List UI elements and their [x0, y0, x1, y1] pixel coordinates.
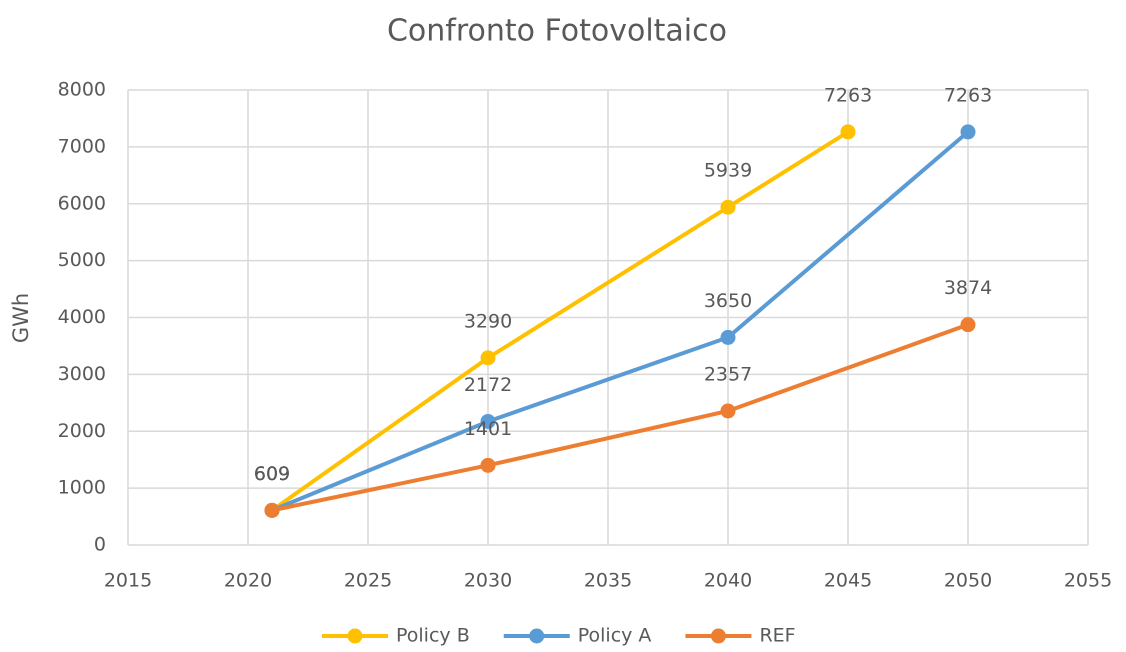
x-tick-label: 2030	[464, 570, 512, 592]
data-point	[480, 350, 496, 366]
x-tick-label: 2055	[1064, 570, 1112, 592]
data-point	[720, 329, 736, 345]
data-label: 609	[254, 463, 290, 485]
series-line	[271, 322, 969, 513]
y-tick-label: 2000	[58, 420, 106, 442]
x-tick-label: 2040	[704, 570, 752, 592]
series-line	[271, 130, 970, 513]
y-tick-label: 7000	[58, 135, 106, 157]
y-tick-label: 3000	[58, 363, 106, 385]
data-label: 609	[254, 463, 290, 485]
data-point	[960, 124, 976, 140]
data-label: 1401	[464, 418, 512, 440]
data-label: 3650	[704, 290, 752, 312]
legend-label: REF	[759, 625, 795, 647]
data-point	[720, 403, 736, 419]
x-tick-label: 2050	[944, 570, 992, 592]
y-tick-label: 6000	[58, 192, 106, 214]
y-tick-label: 8000	[58, 79, 106, 101]
x-tick-label: 2020	[224, 570, 272, 592]
x-tick-label: 2035	[584, 570, 632, 592]
legend-marker	[347, 628, 363, 644]
data-label: 5939	[704, 160, 752, 182]
series-line	[270, 130, 850, 512]
data-label: 2357	[704, 363, 752, 385]
y-tick-label: 5000	[58, 249, 106, 271]
legend-label: Policy B	[396, 625, 470, 647]
data-label: 3290	[464, 310, 512, 332]
y-axis-label: GWh	[9, 293, 33, 343]
legend-marker	[529, 628, 545, 644]
y-tick-label: 4000	[58, 306, 106, 328]
y-tick-label: 1000	[58, 477, 106, 499]
data-label: 2172	[464, 374, 512, 396]
y-tick-label: 0	[94, 534, 106, 556]
data-point	[720, 199, 736, 215]
data-point	[480, 457, 496, 473]
data-label: 7263	[824, 84, 872, 106]
data-point	[264, 502, 280, 518]
data-point	[960, 317, 976, 333]
x-tick-label: 2045	[824, 570, 872, 592]
data-point	[480, 413, 496, 429]
x-tick-label: 2025	[344, 570, 392, 592]
legend-label: Policy A	[578, 625, 652, 647]
data-label: 7263	[944, 84, 992, 106]
x-tick-label: 2015	[104, 570, 152, 592]
data-label: 3874	[944, 277, 992, 299]
legend-marker	[710, 628, 726, 644]
data-label: 609	[254, 463, 290, 485]
data-point	[840, 124, 856, 140]
chart-title: Confronto Fotovoltaico	[387, 14, 727, 49]
